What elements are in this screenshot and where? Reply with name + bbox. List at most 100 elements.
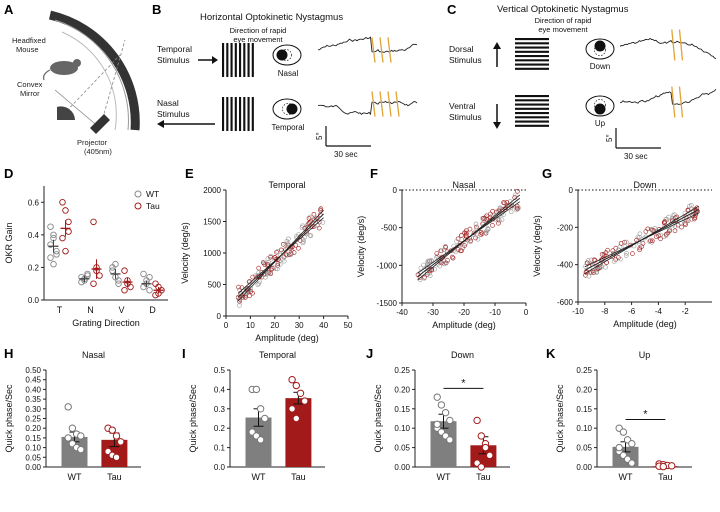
pupil-icon xyxy=(286,103,298,115)
chart-panel-d: 0.0 0.2 0.4 0.6 OKR Gain T N V D Grating Directio… xyxy=(4,186,168,328)
legend-label: Tau xyxy=(146,201,160,211)
data-point xyxy=(421,275,427,281)
y-tick-label: 1000 xyxy=(203,249,221,258)
data-point xyxy=(692,215,698,220)
chart-panel-g: 0 -200 -400 -600-10 -8 -6 -4 -2 Down Amplitude (d… xyxy=(532,180,712,329)
data-point xyxy=(300,240,306,246)
data-point xyxy=(288,251,293,257)
data-point xyxy=(591,257,597,263)
data-point xyxy=(117,438,125,446)
data-point xyxy=(127,283,134,291)
data-point xyxy=(449,254,455,260)
quick-phase-mark xyxy=(387,91,392,117)
chart-title: Nasal xyxy=(452,180,475,190)
y-tick-label: 0.2 xyxy=(214,424,226,433)
x-tick-label: Tau xyxy=(658,472,673,482)
data-point xyxy=(484,213,490,219)
data-point xyxy=(440,261,446,266)
mouse-tail-icon xyxy=(43,69,51,81)
schematic-label: Mirror xyxy=(20,89,40,98)
light-ray xyxy=(54,89,101,129)
data-point xyxy=(666,214,671,220)
y-tick-label: 0.25 xyxy=(394,366,410,375)
data-point xyxy=(256,436,265,444)
data-point xyxy=(589,257,594,263)
data-point xyxy=(464,231,469,236)
grating-stripe xyxy=(230,97,233,131)
panel-letter-a: A xyxy=(4,2,14,17)
scale-label-y: 5° xyxy=(605,134,614,142)
y-tick-label: 0.10 xyxy=(394,424,410,433)
light-ray xyxy=(99,39,126,129)
data-point xyxy=(417,277,423,283)
data-point xyxy=(502,200,507,206)
eye-direction-label: Up xyxy=(595,119,606,128)
x-tick-label: -10 xyxy=(572,307,584,316)
panel-letter-b: B xyxy=(152,2,161,17)
quick-phase-mark xyxy=(395,91,400,117)
data-point xyxy=(65,218,72,226)
grating-stripe xyxy=(515,50,549,53)
data-point xyxy=(605,247,610,253)
stimulus-label: Stimulus xyxy=(157,109,190,119)
pupil-icon xyxy=(594,40,606,52)
y-tick-label: -200 xyxy=(557,223,574,232)
data-point xyxy=(623,253,629,258)
data-point xyxy=(434,251,440,256)
x-tick-label: 0 xyxy=(224,321,229,330)
grating-stripe xyxy=(515,99,549,102)
data-point xyxy=(65,228,72,235)
data-point xyxy=(682,221,688,226)
x-tick-label: -10 xyxy=(489,308,501,317)
eye-direction-label: Down xyxy=(590,62,610,71)
data-point xyxy=(140,270,147,278)
data-point xyxy=(473,416,481,425)
data-point xyxy=(288,376,296,384)
x-tick-label: -4 xyxy=(655,307,663,316)
arrow-head-icon xyxy=(493,42,501,49)
data-point xyxy=(316,225,322,231)
chart-panel-i: 0.0 0.1 0.2 0.3 0.4 0.5 Temporal Quick phase/Se… xyxy=(188,350,325,482)
data-point xyxy=(508,205,514,210)
data-point xyxy=(619,428,628,436)
direction-label: Direction of rapid xyxy=(230,26,287,35)
significance-marker: * xyxy=(643,408,648,420)
grating-stripe xyxy=(515,63,549,66)
data-point xyxy=(237,303,242,308)
data-point xyxy=(514,205,520,211)
data-point xyxy=(475,237,481,242)
panel-c-vertical-okn: Vertical Optokinetic NystagmusDirection … xyxy=(449,4,717,161)
y-axis-label: Quick phase/Sec xyxy=(373,384,383,453)
data-point xyxy=(238,292,243,298)
y-tick-label: 0.10 xyxy=(576,424,592,433)
data-point xyxy=(275,263,281,268)
mouse-icon xyxy=(50,61,78,75)
chart-panel-e: 0 500 1000 1500 2000 0 10 20 30 40 50 Temporal Ampli… xyxy=(180,180,353,343)
dome-inner xyxy=(61,31,117,131)
grating-stripe xyxy=(515,95,549,98)
eye-position-trace xyxy=(619,37,717,60)
projector-icon xyxy=(90,114,110,134)
y-tick-label: -400 xyxy=(557,261,574,270)
data-point xyxy=(50,231,57,239)
data-point xyxy=(497,206,503,211)
data-point xyxy=(617,244,623,249)
stimulus-label: Dorsal xyxy=(449,44,474,54)
data-point xyxy=(477,463,485,471)
eye-direction-label: Temporal xyxy=(272,123,305,132)
data-point xyxy=(77,432,85,440)
light-ray xyxy=(59,54,121,119)
data-point xyxy=(512,192,518,198)
stimulus-label: Stimulus xyxy=(449,55,482,65)
data-point xyxy=(599,252,605,257)
x-tick-label: T xyxy=(57,305,63,315)
pupil-ghost-icon xyxy=(594,44,606,56)
x-tick-label: -6 xyxy=(628,307,636,316)
data-point xyxy=(647,239,652,244)
x-axis-label: Amplitude (deg) xyxy=(432,320,496,330)
grating-stripe xyxy=(515,116,549,119)
arrow-head-icon xyxy=(493,122,501,129)
data-point xyxy=(112,260,119,268)
x-tick-label: Tau xyxy=(291,472,306,482)
